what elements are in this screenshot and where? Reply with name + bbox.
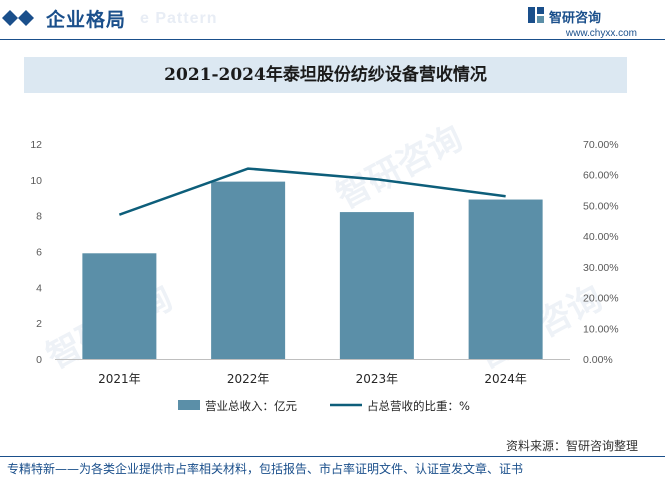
data-source: 资料来源：智研咨询整理 [505,439,638,453]
y-left-tick-label: 0 [36,354,42,366]
y-left-tick-label: 4 [36,282,42,294]
brand-logo: 智研咨询 [527,6,637,26]
logo-icon [528,7,544,23]
bar [211,181,286,359]
footer-divider [0,456,665,457]
logo-text: 智研咨询 [549,11,602,26]
y-right-tick-label: 30.00% [583,262,619,274]
y-right-tick-label: 60.00% [583,170,619,182]
y-right-tick-label: 20.00% [583,293,619,305]
y-right-tick-label: 40.00% [583,231,619,243]
y-left-tick-label: 6 [36,247,42,259]
y-left-tick-label: 12 [30,139,42,151]
legend-line-label: 占总营收的比重：% [367,399,470,413]
bar [82,253,157,359]
bar [468,199,543,359]
y-right-tick-label: 70.00% [583,139,619,151]
x-tick-label: 2024年 [484,372,527,386]
chart-title: 2021-2024年泰坦股份纺纱设备营收情况 [164,65,487,85]
series-line [118,167,506,216]
section-title: 企业格局 [46,9,127,31]
x-tick-label: 2022年 [227,372,270,386]
y-left-tick-label: 2 [36,318,42,330]
y-right-tick-label: 10.00% [583,323,619,335]
legend-bar-swatch [178,400,200,410]
y-left-tick-label: 8 [36,211,42,223]
chart-title-box: 2021-2024年泰坦股份纺纱设备营收情况 [24,57,627,93]
header-ghost-text: e Pattern [140,10,218,27]
chart: 0 2 4 6 8 10 12 0.00% 10.00% 20.00% 30.00% 40.00% 50… [30,139,619,413]
header-diamond-icon [2,10,34,26]
footer-note: 专精特新——为各类企业提供市占率相关材料，包括报告、市占率证明文件、认证宣发文章… [7,462,524,476]
header: e Pattern 企业格局 智研咨询 www.chyxx.com [0,0,665,40]
x-tick-label: 2023年 [356,372,399,386]
y-left-tick-label: 10 [30,175,42,187]
header-divider [0,39,665,40]
bar [339,212,414,359]
legend-bar-label: 营业总收入：亿元 [205,399,297,413]
x-tick-label: 2021年 [98,372,141,386]
y-right-tick-label: 50.00% [583,200,619,212]
y-right-tick-label: 0.00% [583,354,613,366]
site-url: www.chyxx.com [565,28,637,39]
